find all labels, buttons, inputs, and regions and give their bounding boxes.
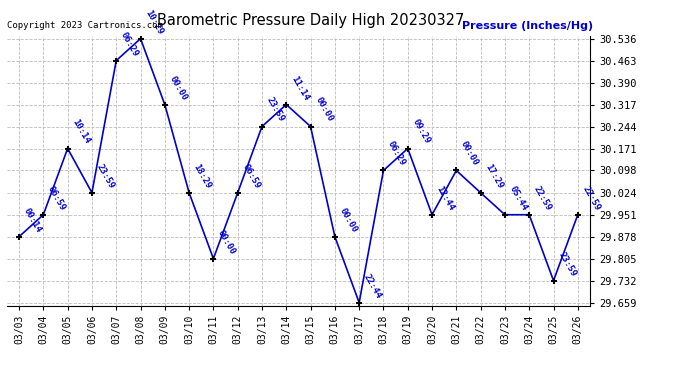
Text: 22:59: 22:59 (532, 184, 553, 212)
Text: 00:00: 00:00 (313, 96, 335, 124)
Text: 11:14: 11:14 (289, 74, 311, 102)
Text: 06:29: 06:29 (386, 140, 408, 168)
Text: 00:00: 00:00 (459, 140, 480, 168)
Text: Pressure (Inches/Hg): Pressure (Inches/Hg) (462, 21, 593, 31)
Text: 06:59: 06:59 (241, 162, 262, 190)
Text: 06:59: 06:59 (46, 184, 68, 212)
Text: 00:00: 00:00 (337, 206, 359, 234)
Text: Barometric Pressure Daily High 20230327: Barometric Pressure Daily High 20230327 (157, 13, 464, 28)
Text: 18:29: 18:29 (192, 162, 213, 190)
Text: 23:59: 23:59 (95, 162, 116, 190)
Text: 22:44: 22:44 (362, 272, 383, 300)
Text: 05:44: 05:44 (508, 184, 529, 212)
Text: 09:29: 09:29 (411, 118, 432, 146)
Text: 00:14: 00:14 (22, 206, 43, 234)
Text: 23:59: 23:59 (556, 250, 578, 278)
Text: 00:00: 00:00 (168, 74, 189, 102)
Text: 06:29: 06:29 (119, 30, 140, 58)
Text: Copyright 2023 Cartronics.com: Copyright 2023 Cartronics.com (7, 21, 163, 30)
Text: 10:14: 10:14 (70, 118, 92, 146)
Text: 00:00: 00:00 (216, 228, 237, 256)
Text: 23:59: 23:59 (265, 96, 286, 124)
Text: 10:29: 10:29 (144, 8, 164, 36)
Text: 22:59: 22:59 (580, 184, 602, 212)
Text: 12:44: 12:44 (435, 184, 456, 212)
Text: 17:29: 17:29 (484, 162, 504, 190)
